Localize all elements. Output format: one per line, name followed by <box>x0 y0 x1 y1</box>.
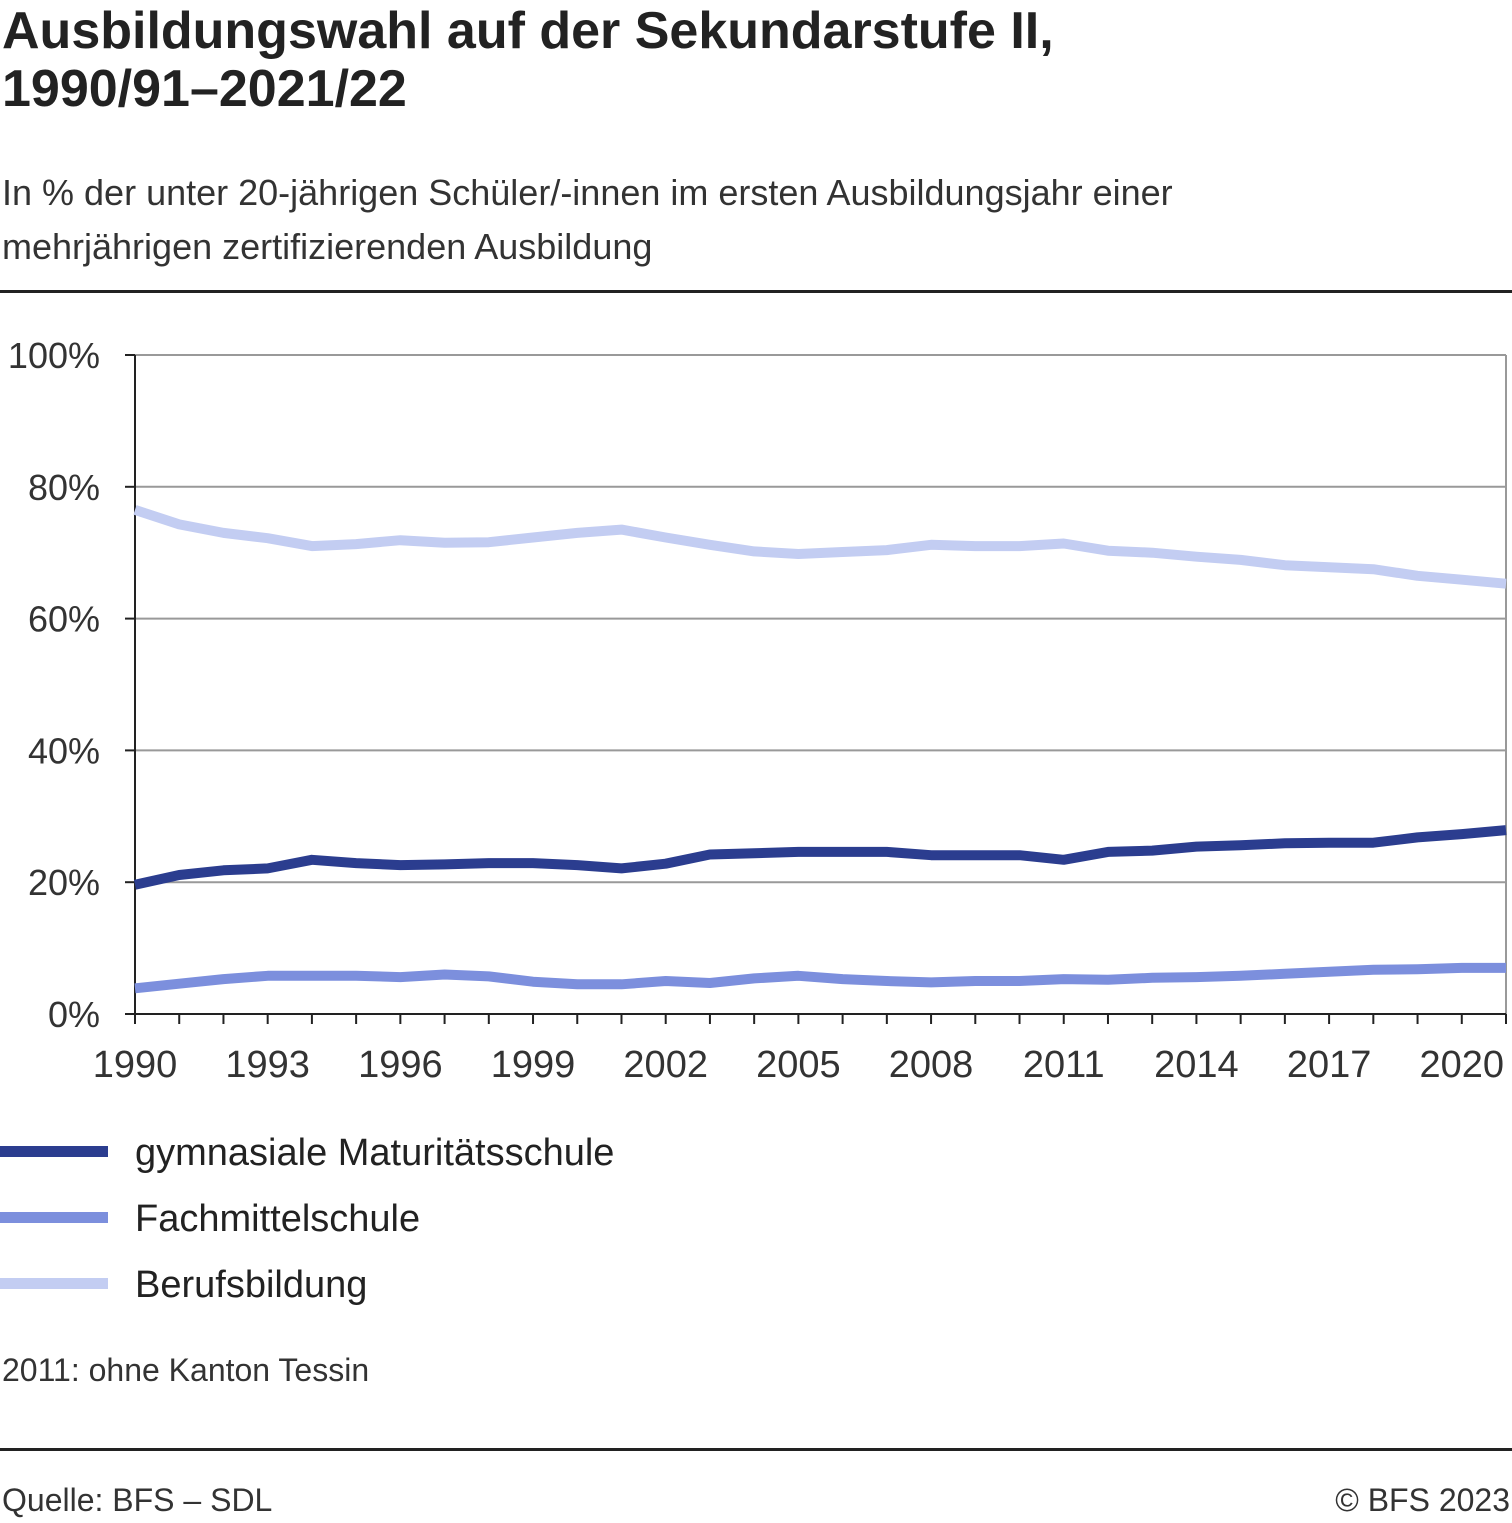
x-tick-label: 2005 <box>756 1044 841 1086</box>
chart-subtitle: In % der unter 20-jährigen Schüler/-inne… <box>2 166 1502 274</box>
copyright-note: © BFS 2023 <box>1335 1482 1510 1518</box>
y-tick-label: 100% <box>8 335 100 376</box>
x-tick-label: 2017 <box>1287 1044 1372 1086</box>
x-tick-label: 1990 <box>93 1044 178 1086</box>
chart-title-line1: Ausbildungswahl auf der Sekundarstufe II… <box>2 2 1054 60</box>
legend-label-berufsbildung: Berufsbildung <box>135 1264 368 1306</box>
y-tick-label: 20% <box>28 862 100 903</box>
legend-item-berufsbildung: Berufsbildung <box>0 1252 900 1318</box>
x-tick-label: 2002 <box>623 1044 708 1086</box>
legend-swatch-gymnasiale-maturitaetsschule <box>0 1146 108 1157</box>
x-tick-label: 1996 <box>358 1044 443 1086</box>
chart-title: Ausbildungswahl auf der Sekundarstufe II… <box>2 2 1502 118</box>
x-tick-label: 1999 <box>491 1044 576 1086</box>
x-tick-label: 2011 <box>1023 1044 1105 1086</box>
line-chart: 0% 20% 40% 60% 80% 100% 1990 1993 1996 1999 2002 20… <box>8 335 1507 1086</box>
x-tick-label: 2020 <box>1420 1044 1505 1086</box>
x-tick-label: 2014 <box>1154 1044 1239 1086</box>
legend-label-gymnasiale-maturitaetsschule: gymnasiale Maturitätsschule <box>135 1132 615 1174</box>
legend-item-gymnasiale-maturitaetsschule: gymnasiale Maturitätsschule <box>0 1120 900 1186</box>
legend-label-fachmittelschule: Fachmittelschule <box>135 1198 421 1240</box>
footnote: 2011: ohne Kanton Tessin <box>2 1352 370 1388</box>
y-tick-label: 0% <box>48 994 100 1035</box>
y-tick-label: 60% <box>28 599 100 640</box>
bottom-divider <box>0 1448 1512 1451</box>
series-line-gymnasiale-maturitatsschule <box>133 825 1507 890</box>
top-divider <box>0 290 1512 293</box>
legend-swatch-fachmittelschule <box>0 1212 108 1223</box>
series-line-fachmittelschule <box>134 962 1506 994</box>
legend-item-fachmittelschule: Fachmittelschule <box>0 1186 900 1252</box>
legend-swatch-berufsbildung <box>0 1278 108 1289</box>
chart-subtitle-line1: In % der unter 20-jährigen Schüler/-inne… <box>2 172 1173 213</box>
series-line-berufsbildung <box>133 505 1507 589</box>
source-note: Quelle: BFS – SDL <box>2 1482 273 1518</box>
y-tick-label: 80% <box>28 467 100 508</box>
chart-title-line2: 1990/91–2021/22 <box>2 60 407 118</box>
chart-subtitle-line2: mehrjährigen zertifizierenden Ausbildung <box>2 226 653 267</box>
y-tick-label: 40% <box>28 730 100 771</box>
x-tick-label: 1993 <box>225 1044 310 1086</box>
x-tick-label: 2008 <box>889 1044 974 1086</box>
